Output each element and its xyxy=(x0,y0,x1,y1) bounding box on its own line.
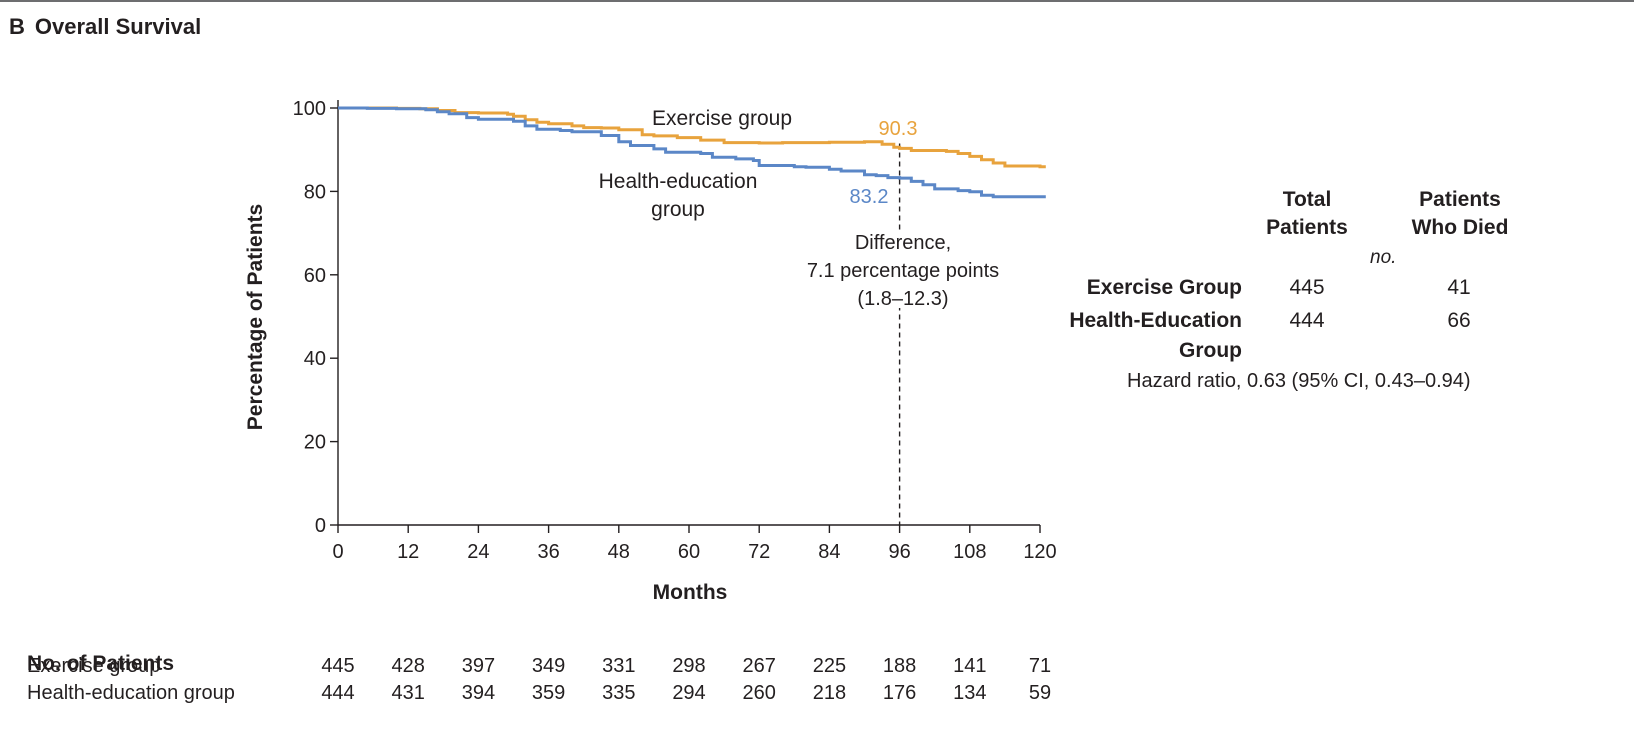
at-risk-title: No. of Patients xyxy=(27,652,175,675)
difference-backing xyxy=(848,230,952,308)
col-header-total-line2: Patients xyxy=(1266,216,1348,239)
at-risk-value: 431 xyxy=(391,682,425,704)
at-risk-value: 331 xyxy=(602,655,636,677)
at-risk-value: 59 xyxy=(1028,682,1052,704)
y-tick-label: 40 xyxy=(304,348,326,370)
health-total: 444 xyxy=(1289,309,1325,332)
difference-label-line1: Difference, xyxy=(855,232,951,254)
exercise-died: 41 xyxy=(1447,276,1471,299)
health-series-label-line1: Health-education xyxy=(599,170,758,193)
x-tick-label: 36 xyxy=(537,541,559,563)
row-label-health-line2: Group xyxy=(1179,339,1242,362)
x-tick-label: 96 xyxy=(888,541,910,563)
health-series-label-line2: group xyxy=(651,198,705,221)
hazard-ratio: Hazard ratio, 0.63 (95% CI, 0.43–0.94) xyxy=(1127,370,1471,392)
col-header-died-line2: Who Died xyxy=(1411,216,1509,239)
row-label-health: Health-Education Group xyxy=(1040,306,1242,366)
health-value-label: 83.2 xyxy=(850,186,889,208)
x-tick-label: 72 xyxy=(748,541,770,563)
difference-label-line2: 7.1 percentage points xyxy=(807,260,999,282)
y-tick-label: 80 xyxy=(304,181,326,203)
y-axis-label: Percentage of Patients xyxy=(244,204,267,430)
survival-chart: 0 20 40 60 80 100 0 12 24 36 48 60 72 84 96 108 120 Month… xyxy=(244,98,1057,604)
y-tick-label: 20 xyxy=(304,432,326,454)
at-risk-value: 335 xyxy=(602,682,636,704)
at-risk-value: 397 xyxy=(461,655,496,677)
at-risk-value: 444 xyxy=(321,682,355,704)
at-risk-value: 134 xyxy=(953,682,987,704)
unit-label: no. xyxy=(1370,247,1397,268)
exercise-value-label: 90.3 xyxy=(879,118,918,140)
at-risk-value: 260 xyxy=(742,682,776,704)
at-risk-value: 394 xyxy=(461,682,496,704)
col-header-died-line1: Patients xyxy=(1419,188,1501,211)
y-tick-label: 100 xyxy=(293,98,326,120)
panel-title: B Overall Survival xyxy=(9,14,201,40)
exercise-survival-curve xyxy=(338,106,1046,169)
health-died: 66 xyxy=(1447,309,1471,332)
row-label-health-line1: Health-Education xyxy=(1069,309,1242,332)
at-risk-value: 294 xyxy=(672,682,706,704)
difference-label-line3: (1.8–12.3) xyxy=(857,288,948,310)
y-tick-label: 0 xyxy=(315,515,326,537)
col-header-total: Total Patients xyxy=(1252,186,1362,242)
row-label-exercise: Exercise Group xyxy=(1040,273,1242,303)
exercise-series-label: Exercise group xyxy=(652,107,792,130)
col-header-total-line1: Total xyxy=(1282,188,1332,211)
at-risk-value: 188 xyxy=(882,655,917,677)
at-risk-value: 218 xyxy=(812,682,847,704)
col-header-died: Patients Who Died xyxy=(1398,186,1522,242)
x-tick-label: 48 xyxy=(608,541,630,563)
exercise-total: 445 xyxy=(1289,276,1325,299)
x-tick-label: 108 xyxy=(953,541,986,563)
at-risk-value: 267 xyxy=(742,655,776,677)
x-tick-label: 0 xyxy=(332,541,343,563)
panel-letter: B xyxy=(9,14,25,39)
at-risk-value: 141 xyxy=(953,655,987,677)
at-risk-value: 428 xyxy=(391,655,425,677)
at-risk-value: 225 xyxy=(812,655,847,677)
at-risk-value: 445 xyxy=(321,655,355,677)
panel-title-text: Overall Survival xyxy=(34,14,202,39)
x-tick-label: 120 xyxy=(1023,541,1056,563)
at-risk-value: 71 xyxy=(1028,655,1052,677)
top-rule xyxy=(0,0,1634,2)
x-axis-label: Months xyxy=(653,581,728,604)
at-risk-value: 349 xyxy=(531,655,566,677)
at-risk-value: 359 xyxy=(531,682,566,704)
x-tick-label: 60 xyxy=(678,541,700,563)
at-risk-label-health: Health-education group xyxy=(27,682,235,704)
at-risk-value: 298 xyxy=(672,655,706,677)
health-education-survival-curve xyxy=(338,106,1046,199)
at-risk-value: 176 xyxy=(882,682,917,704)
y-tick-label: 60 xyxy=(304,265,326,287)
x-tick-label: 84 xyxy=(818,541,840,563)
x-tick-label: 12 xyxy=(397,541,419,563)
row-label-exercise-line1: Exercise Group xyxy=(1086,276,1242,299)
at-risk-label-exercise: Exercise group xyxy=(27,655,161,677)
x-tick-label: 24 xyxy=(467,541,489,563)
